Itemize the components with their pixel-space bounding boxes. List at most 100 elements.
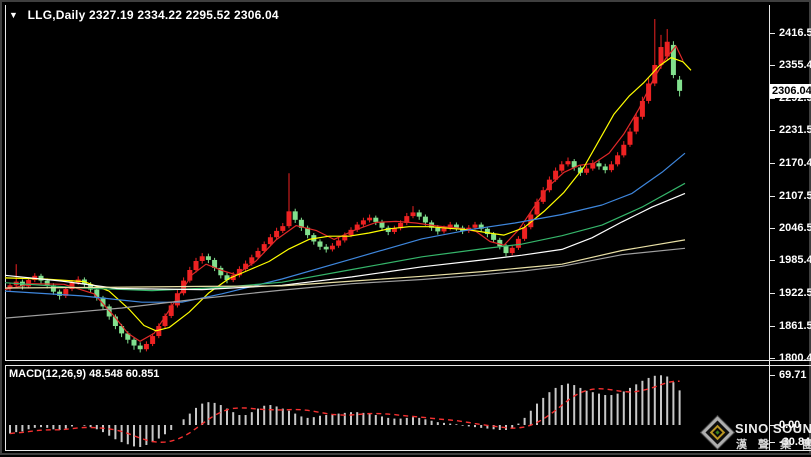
bull-candle: [404, 216, 410, 223]
bull-candle: [193, 261, 199, 271]
bull-candle: [615, 155, 621, 165]
ma-cream: [4, 239, 686, 289]
bull-candle: [584, 168, 590, 173]
price-axis-label: 1861.50: [779, 319, 811, 332]
bull-candle: [646, 83, 652, 101]
bull-candle: [565, 161, 571, 165]
bear-candle: [218, 267, 224, 276]
bull-candle: [162, 315, 168, 327]
bull-candle: [553, 170, 559, 180]
axis-tick: [770, 64, 775, 66]
bull-candle: [354, 224, 360, 230]
bull-candle: [348, 229, 354, 236]
price-axis-label: 1985.45: [779, 254, 811, 267]
axis-tick: [770, 442, 775, 443]
bear-candle: [100, 297, 106, 307]
bear-candle: [50, 285, 56, 292]
axis-tick: [770, 358, 775, 359]
price-axis-label: 1922.55: [779, 287, 811, 300]
bear-candle: [137, 345, 143, 350]
bull-candle: [652, 64, 658, 84]
watermark-cjk-name: 漢 聲 集 團: [736, 439, 811, 451]
bull-candle: [156, 326, 162, 337]
macd-panel-left-border: [5, 365, 6, 450]
bull-candle: [329, 245, 335, 250]
bull-candle: [7, 285, 13, 289]
bull-candle: [249, 257, 255, 264]
watermark-brand-name: SINO SOUND: [735, 421, 811, 436]
axis-tick: [770, 227, 775, 229]
bear-candle: [125, 333, 131, 340]
current-price-badge: 2306.04: [770, 83, 811, 98]
axis-tick: [770, 325, 775, 327]
bear-candle: [292, 211, 298, 220]
ma-gray: [4, 247, 686, 319]
bull-candle: [274, 230, 280, 238]
price-axis-label: 2170.45: [779, 156, 811, 169]
bull-candle: [336, 240, 342, 246]
chart-title-row: ▼ LLG,Daily 2327.19 2334.22 2295.52 2306…: [9, 8, 279, 22]
bull-candle: [627, 131, 633, 145]
bear-candle: [385, 227, 391, 232]
axis-tick: [770, 260, 775, 262]
ma-mid-yellow: [4, 56, 692, 332]
bear-candle: [212, 259, 218, 268]
sino-sound-logo-icon: [701, 416, 734, 449]
bear-candle: [44, 280, 50, 286]
bull-candle: [639, 100, 645, 117]
macd-panel-bottom-border: [5, 450, 811, 451]
bull-candle: [342, 235, 348, 241]
macd-signal-line: [9, 380, 680, 444]
bear-candle: [379, 221, 385, 228]
symbol-dropdown-icon[interactable]: ▼: [9, 10, 19, 20]
bear-candle: [416, 212, 422, 217]
bull-candle: [63, 289, 69, 296]
bear-candle: [497, 239, 503, 247]
bear-candle: [224, 275, 230, 281]
bull-candle: [534, 201, 540, 215]
bull-candle: [621, 144, 627, 156]
bull-candle: [367, 217, 373, 221]
symbol-label: LLG,Daily: [27, 8, 86, 22]
bull-candle: [472, 224, 478, 228]
bull-candle: [590, 163, 596, 169]
bull-candle: [261, 244, 267, 251]
bear-candle: [205, 256, 211, 260]
bear-candle: [317, 241, 323, 247]
axis-tick: [770, 130, 775, 132]
bear-candle: [373, 217, 379, 222]
bear-candle: [131, 339, 137, 346]
macd-axis-label: -30.846: [779, 436, 811, 448]
bull-candle: [391, 228, 397, 232]
bear-candle: [422, 216, 428, 223]
bull-candle: [509, 247, 515, 254]
axis-separator-line[interactable]: [769, 5, 770, 450]
macd-axis-label: 69.71: [779, 369, 807, 382]
broker-watermark: SINO SOUND 漢 聲 集 團: [701, 415, 811, 453]
bear-candle: [453, 224, 459, 228]
price-axis-label: 2046.50: [779, 221, 811, 234]
ohlc-values: 2327.19 2334.22 2295.52 2306.04: [89, 8, 279, 22]
bear-candle: [57, 291, 63, 296]
bear-candle: [323, 246, 329, 250]
bear-candle: [677, 79, 683, 91]
main-panel-bottom-border[interactable]: [5, 360, 811, 361]
bear-candle: [670, 44, 676, 76]
bear-candle: [305, 227, 311, 236]
ma-green: [4, 182, 686, 292]
bear-candle: [435, 227, 441, 232]
bull-candle: [243, 263, 249, 269]
axis-tick: [770, 162, 775, 164]
bull-candle: [143, 343, 149, 350]
bull-candle: [280, 226, 286, 231]
bull-candle: [150, 336, 156, 344]
bear-candle: [503, 246, 509, 254]
bear-candle: [478, 224, 484, 229]
bull-candle: [559, 164, 565, 171]
bull-candle: [69, 282, 75, 290]
axis-tick: [770, 195, 775, 197]
bull-candle: [267, 237, 273, 245]
macd-panel-top-border[interactable]: [5, 365, 811, 366]
bear-candle: [112, 316, 118, 327]
